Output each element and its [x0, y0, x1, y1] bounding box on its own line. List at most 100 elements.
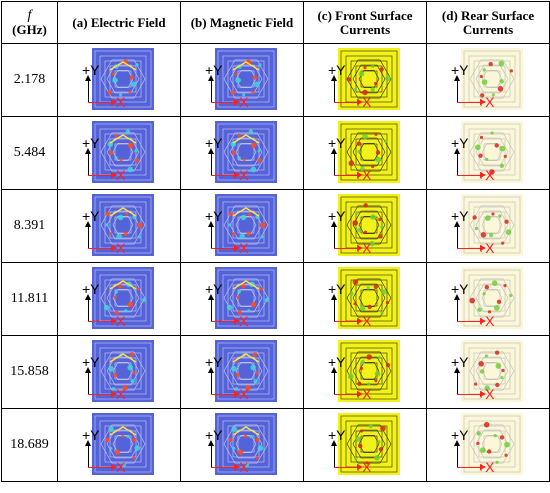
x-axis-label: +X: [354, 386, 372, 402]
x-axis-arrow-icon: [457, 172, 486, 178]
rear-map-cell: +Y +X: [427, 336, 550, 408]
y-axis-label: +Y: [82, 427, 100, 443]
results-table: f (GHz) (a) Electric Field (b) Magnetic …: [1, 1, 550, 482]
magnetic-map-cell: +Y +X: [181, 409, 304, 481]
y-axis-arrow-icon: [208, 75, 214, 102]
y-axis-label: +Y: [328, 135, 346, 151]
x-axis-arrow-icon: [88, 464, 117, 470]
x-axis-arrow-icon: [334, 464, 363, 470]
y-axis-label: +Y: [451, 208, 469, 224]
col-header-front-currents: (c) Front Surface Currents: [303, 1, 427, 44]
electric-cell: +Y +X: [57, 43, 181, 117]
x-axis-arrow-icon: [334, 318, 363, 324]
electric-simulation-image: [92, 121, 154, 183]
electric-simulation-image: [92, 194, 154, 256]
magnetic-cell: +Y +X: [180, 189, 304, 263]
front-simulation-image: [338, 194, 400, 256]
y-axis-label: +Y: [82, 62, 100, 78]
y-axis-label: +Y: [328, 281, 346, 297]
y-axis-arrow-icon: [208, 367, 214, 394]
magnetic-cell: +Y +X: [180, 43, 304, 117]
x-axis-label: +X: [108, 459, 126, 475]
x-axis-arrow-icon: [334, 391, 363, 397]
rear-cell: +Y +X: [426, 262, 550, 336]
x-axis-label: +X: [231, 459, 249, 475]
rear-simulation-image: [461, 413, 523, 475]
y-axis-arrow-icon: [208, 221, 214, 248]
rear-cell: +Y +X: [426, 408, 550, 482]
x-axis-arrow-icon: [211, 464, 240, 470]
magnetic-simulation-image: [215, 48, 277, 110]
magnetic-map-cell: +Y +X: [181, 336, 304, 408]
magnetic-cell: +Y +X: [180, 335, 304, 409]
magnetic-simulation-image: [215, 267, 277, 329]
rear-simulation-image: [461, 340, 523, 402]
y-axis-label: +Y: [82, 281, 100, 297]
front-map-cell: +Y +X: [304, 117, 427, 189]
x-axis-label: +X: [231, 386, 249, 402]
x-axis-label: +X: [477, 386, 495, 402]
y-axis-arrow-icon: [454, 75, 460, 102]
magnetic-cell: +Y +X: [180, 262, 304, 336]
y-axis-arrow-icon: [454, 221, 460, 248]
front-cell: +Y +X: [303, 335, 427, 409]
table-row: 5.484 +Y +X +Y +X +Y +X +Y +X: [1, 116, 550, 190]
rear-simulation-image: [461, 267, 523, 329]
y-axis-label: +Y: [451, 281, 469, 297]
electric-simulation-image: [92, 267, 154, 329]
freq-symbol: f: [27, 7, 32, 23]
x-axis-label: +X: [354, 240, 372, 256]
magnetic-cell: +Y +X: [180, 408, 304, 482]
x-axis-arrow-icon: [211, 172, 240, 178]
y-axis-label: +Y: [205, 135, 223, 151]
y-axis-arrow-icon: [331, 367, 337, 394]
electric-simulation-image: [92, 413, 154, 475]
freq-header: f (GHz): [1, 1, 58, 44]
electric-map-cell: +Y +X: [58, 336, 181, 408]
table-row: 11.811 +Y +X +Y +X +Y +X +Y +X: [1, 262, 550, 336]
frequency-value: 15.858: [1, 335, 58, 409]
y-axis-arrow-icon: [454, 148, 460, 175]
y-axis-label: +Y: [451, 62, 469, 78]
x-axis-label: +X: [108, 94, 126, 110]
frequency-value: 5.484: [1, 116, 58, 190]
electric-cell: +Y +X: [57, 189, 181, 263]
front-simulation-image: [338, 340, 400, 402]
y-axis-label: +Y: [82, 135, 100, 151]
freq-unit: (GHz): [12, 21, 47, 37]
rear-cell: +Y +X: [426, 335, 550, 409]
front-simulation-image: [338, 413, 400, 475]
front-simulation-image: [338, 48, 400, 110]
rear-map-cell: +Y +X: [427, 409, 550, 481]
y-axis-label: +Y: [205, 354, 223, 370]
rear-cell: +Y +X: [426, 43, 550, 117]
y-axis-arrow-icon: [331, 148, 337, 175]
x-axis-label: +X: [231, 313, 249, 329]
front-cell: +Y +X: [303, 43, 427, 117]
front-map-cell: +Y +X: [304, 336, 427, 408]
magnetic-simulation-image: [215, 121, 277, 183]
magnetic-map-cell: +Y +X: [181, 44, 304, 116]
y-axis-arrow-icon: [331, 440, 337, 467]
x-axis-arrow-icon: [88, 99, 117, 105]
x-axis-label: +X: [231, 94, 249, 110]
y-axis-arrow-icon: [85, 294, 91, 321]
y-axis-label: +Y: [328, 62, 346, 78]
rear-map-cell: +Y +X: [427, 263, 550, 335]
electric-map-cell: +Y +X: [58, 44, 181, 116]
frequency-value: 2.178: [1, 43, 58, 117]
frequency-value: 18.689: [1, 408, 58, 482]
magnetic-simulation-image: [215, 340, 277, 402]
x-axis-arrow-icon: [88, 318, 117, 324]
magnetic-map-cell: +Y +X: [181, 263, 304, 335]
y-axis-arrow-icon: [331, 75, 337, 102]
x-axis-arrow-icon: [334, 172, 363, 178]
header-row: f (GHz) (a) Electric Field (b) Magnetic …: [1, 1, 550, 44]
y-axis-arrow-icon: [85, 75, 91, 102]
table-row: 2.178 +Y +X +Y +X +Y +X +Y +X: [1, 43, 550, 117]
x-axis-label: +X: [108, 167, 126, 183]
x-axis-arrow-icon: [457, 245, 486, 251]
front-map-cell: +Y +X: [304, 263, 427, 335]
electric-simulation-image: [92, 48, 154, 110]
y-axis-label: +Y: [451, 427, 469, 443]
